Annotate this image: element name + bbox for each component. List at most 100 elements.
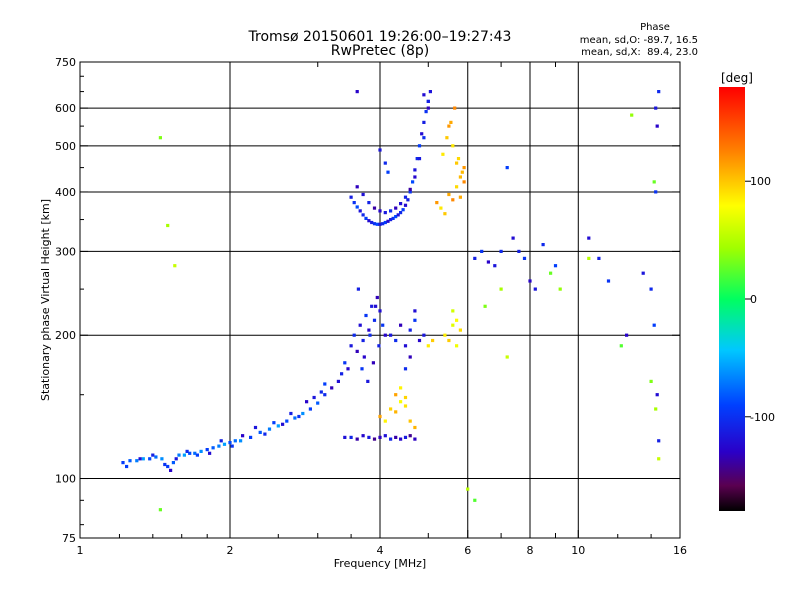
data-point [466,487,470,491]
data-point [455,344,459,348]
data-point [378,148,382,152]
data-point [403,195,408,199]
data-point [401,208,405,212]
data-point [355,349,359,353]
data-point [455,318,459,322]
data-point [408,187,412,191]
data-point [148,457,152,461]
data-point [480,249,484,253]
data-point [553,264,558,268]
data-point [394,393,398,397]
data-point [374,304,378,308]
data-point [378,209,382,213]
data-point [619,344,623,348]
data-point [253,425,258,430]
data-point [193,451,197,455]
data-point [499,249,503,253]
data-point [316,401,320,405]
data-point [403,203,408,207]
data-point [355,205,359,209]
data-point [439,206,443,210]
data-point [549,271,553,275]
data-point [352,201,356,205]
data-point [372,437,377,441]
data-point [435,201,439,205]
data-point [151,453,155,457]
data-point [381,323,385,327]
data-point [408,434,412,438]
data-point [289,411,293,416]
y-tick-label: 500 [55,140,76,153]
data-point [406,198,410,202]
data-point [417,338,422,343]
data-point [330,386,334,390]
data-point [403,395,408,400]
data-point [138,457,142,461]
data-point [219,439,223,443]
data-point [394,410,398,414]
data-point [522,256,527,260]
data-point [389,437,393,441]
data-point [171,461,175,465]
data-point [362,355,366,359]
data-point [499,287,503,291]
phase-stats-x: mean, sd,X: 89.4, 23.0 [581,47,698,58]
data-point [655,393,659,397]
data-point [413,168,417,172]
data-point [185,449,189,453]
x-axis-label: Frequency [MHz] [334,557,426,570]
data-point [355,185,359,189]
data-point [389,333,393,337]
data-point [121,461,125,465]
data-point [399,437,403,441]
data-point [408,190,412,194]
data-point [188,451,192,455]
data-point [493,264,497,268]
data-point [597,256,601,260]
data-point [424,110,428,114]
colorbar-tick-label: 100 [750,175,771,188]
data-point [371,361,375,365]
data-point [358,323,362,327]
data-point [370,304,374,308]
data-point [473,498,477,502]
data-point [422,120,426,124]
data-point [349,435,353,439]
data-point [276,424,280,428]
data-point [355,437,359,441]
data-point [125,464,129,469]
data-point [383,220,387,225]
data-point [655,124,659,128]
data-point [343,435,347,439]
data-point [483,304,487,308]
data-point [458,175,462,179]
data-point [378,435,382,439]
data-point [460,170,464,174]
data-point [443,212,447,216]
data-point [293,416,297,420]
data-point [182,453,186,457]
data-point [413,425,417,430]
colorbar [719,87,745,511]
data-point [625,333,629,337]
y-axis-label: Stationary phase Virtual Height [km] [39,199,52,401]
x-axis-ticks: 1 2 4 6 8 10 16 [77,62,687,557]
data-point [451,323,455,327]
data-point [372,318,377,322]
data-point [349,195,353,199]
data-point [199,449,203,453]
data-point [352,333,356,337]
data-point [297,414,301,419]
data-point [389,209,393,213]
data-point [505,355,509,359]
data-point [377,344,381,348]
data-point [654,407,658,411]
data-point [528,279,532,283]
data-point [443,333,447,337]
data-point [399,386,403,390]
data-point [422,136,426,140]
data-point [169,468,173,472]
data-point [431,338,435,343]
data-point [217,444,221,448]
